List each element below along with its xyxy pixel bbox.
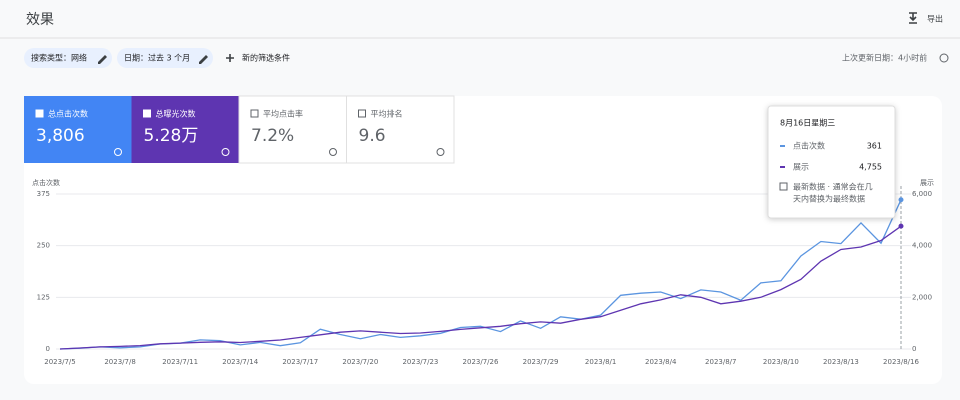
export-label: 导出	[927, 14, 943, 24]
tooltip-label: 展示	[793, 163, 809, 172]
help-icon	[221, 148, 230, 156]
export-button[interactable]: 导出	[909, 12, 943, 24]
info-icon[interactable]	[939, 53, 949, 63]
help-icon	[329, 148, 337, 156]
metric-card[interactable]: 平均排名 9.6	[346, 95, 455, 164]
y2-tick-label: 4,000	[912, 242, 932, 250]
card-value: 5.28万	[144, 126, 199, 146]
checkbox	[250, 109, 259, 118]
checkbox	[358, 109, 366, 118]
x-tick-label: 2023/8/7	[705, 358, 736, 366]
x-tick-label: 2023/8/4	[645, 358, 677, 366]
x-tick-label: 2023/8/1	[585, 358, 616, 366]
card-bg	[346, 95, 455, 164]
calendar-icon	[779, 182, 788, 191]
filter-chip[interactable]: 搜索类型：网络	[24, 48, 112, 68]
y-tick-label: 250	[37, 242, 50, 250]
metric-card[interactable]: 总曝光次数 5.28万	[131, 96, 240, 163]
y-tick-label: 0	[46, 345, 50, 353]
add-filter-label: 新的筛选条件	[242, 53, 290, 63]
x-tick-label: 2023/8/16	[883, 358, 919, 366]
y2-tick-label: 0	[912, 345, 916, 353]
series-line	[59, 225, 902, 350]
help-icon	[114, 148, 122, 156]
x-tick-label: 2023/7/23	[402, 358, 438, 366]
y-tick-label: 375	[37, 190, 50, 198]
card-value: 3,806	[36, 126, 85, 146]
x-tick-label: 2023/8/10	[763, 358, 799, 366]
chip-label: 搜索类型：网络	[31, 53, 87, 63]
metric-card[interactable]: 平均点击率 7.2%	[238, 95, 347, 164]
page-title: 效果	[26, 12, 54, 28]
chart-card	[24, 96, 942, 384]
card-label: 平均排名	[371, 109, 403, 119]
y-tick-label: 125	[37, 293, 50, 301]
filter-chip[interactable]: 日期：过去 3 个月	[117, 48, 213, 68]
checkbox	[35, 109, 44, 118]
x-tick-label: 2023/7/8	[104, 358, 135, 366]
hover-point	[898, 223, 904, 229]
chip-label: 日期：过去 3 个月	[124, 53, 190, 63]
checkbox	[143, 109, 151, 118]
y2-tick-label: 6,000	[912, 190, 932, 198]
x-tick-label: 2023/8/13	[823, 358, 859, 366]
card-label: 总点击次数	[48, 109, 88, 119]
tooltip-value: 4,755	[859, 163, 882, 172]
y2-axis-label: 展示	[920, 179, 934, 187]
x-tick-label: 2023/7/14	[222, 358, 258, 366]
x-tick-label: 2023/7/29	[523, 358, 559, 366]
y2-tick-label: 2,000	[912, 293, 932, 301]
card-label: 总曝光次数	[156, 109, 196, 119]
x-tick-label: 2023/7/26	[463, 358, 499, 366]
last-updated: 上次更新日期：4小时前	[842, 53, 927, 63]
x-tick-label: 2023/7/20	[342, 358, 378, 366]
card-label: 平均点击率	[263, 109, 303, 119]
add-filter[interactable]: 新的筛选条件	[226, 53, 290, 63]
x-tick-label: 2023/7/5	[44, 358, 75, 366]
tooltip-value: 361	[867, 142, 882, 151]
card-value: 7.2%	[251, 126, 294, 146]
card-value: 9.6	[359, 126, 386, 146]
series-line	[59, 199, 902, 350]
card-bg	[24, 96, 132, 163]
tooltip-title: 8月16日星期三	[780, 119, 835, 128]
help-icon	[436, 148, 445, 156]
tooltip-note: 最新数据 · 通常会在几	[793, 182, 873, 192]
card-bg	[131, 96, 239, 163]
tooltip-note: 天内替换为最终数据	[793, 194, 865, 204]
x-tick-label: 2023/7/17	[282, 358, 318, 366]
hover-point	[898, 197, 904, 203]
tooltip: 8月16日星期三 点击次数 361 展示 4,755 最新数据 · 通常会在几 …	[767, 105, 896, 219]
x-tick-label: 2023/7/11	[162, 358, 198, 366]
metric-card[interactable]: 总点击次数 3,806	[24, 96, 132, 163]
tooltip-label: 点击次数	[793, 141, 825, 151]
y-axis-label: 点击次数	[32, 178, 60, 187]
